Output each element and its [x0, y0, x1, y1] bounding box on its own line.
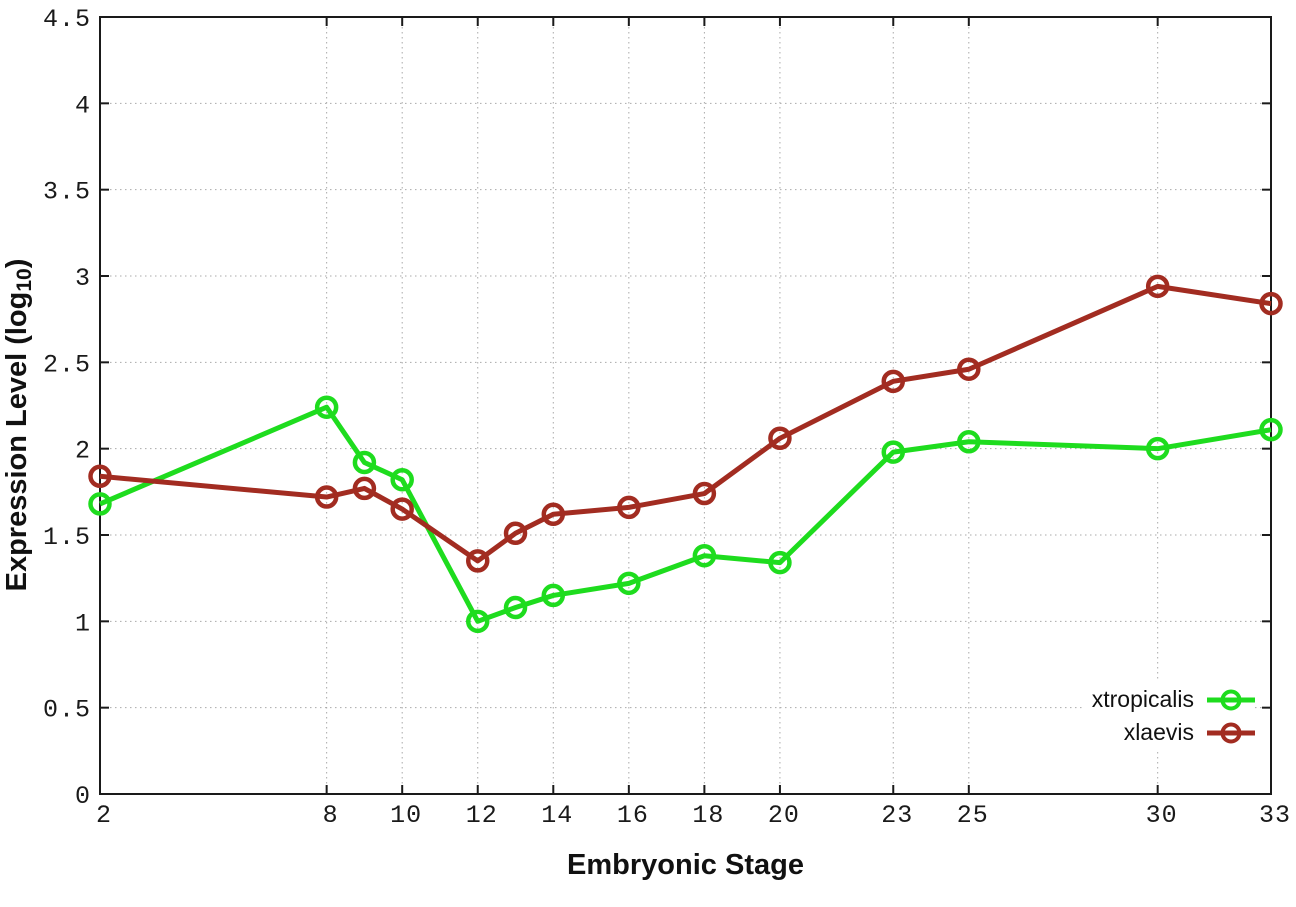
y-tick-label: 1 [75, 609, 91, 638]
y-tick-label: 2.5 [43, 350, 91, 379]
data-point-xtropicalis [352, 450, 377, 475]
data-point-xtropicalis [1259, 417, 1283, 442]
x-tick-label: 10 [390, 801, 422, 830]
x-tick-label: 30 [1146, 801, 1178, 830]
x-tick-label: 2 [96, 801, 112, 830]
x-tick-label: 14 [541, 801, 573, 830]
data-point-xlaevis [1259, 291, 1283, 316]
data-point-xtropicalis [465, 609, 490, 634]
data-point-xlaevis [503, 521, 528, 546]
data-point-xtropicalis [881, 440, 906, 464]
data-point-xtropicalis [314, 395, 339, 419]
data-point-xlaevis [768, 426, 792, 451]
y-tick-label: 4.5 [43, 5, 91, 34]
data-point-xtropicalis [692, 543, 717, 568]
series-line-xtropicalis [99, 404, 1272, 624]
data-point-xtropicalis [1145, 436, 1170, 461]
data-point-xlaevis [465, 549, 490, 573]
y-tick-label: 3 [75, 264, 91, 293]
data-point-xtropicalis [957, 430, 981, 454]
data-point-xlaevis [390, 497, 414, 521]
series-line-xlaevis [99, 283, 1272, 564]
y-tick-label: 2 [75, 437, 91, 466]
x-tick-label: 16 [617, 801, 649, 830]
x-axis-label: Embryonic Stage [567, 849, 804, 881]
data-point-xtropicalis [768, 550, 792, 575]
data-point-xtropicalis [617, 571, 641, 596]
data-point-xlaevis [88, 464, 112, 489]
data-point-xlaevis [352, 476, 377, 501]
legend-marker-icon [1220, 722, 1242, 743]
y-axis-label-text: Expression Level (log [1, 291, 33, 592]
legend-row-xlaevis: xlaevis [1092, 716, 1255, 749]
data-point-xlaevis [617, 495, 641, 520]
x-tick-label: 8 [323, 801, 339, 830]
data-point-xlaevis [881, 369, 906, 394]
data-point-xlaevis [314, 485, 339, 509]
x-tick-label: 18 [692, 801, 724, 830]
legend: xtropicalis xlaevis [1081, 681, 1255, 751]
y-axis-label-close: ) [1, 258, 33, 269]
legend-sample-xlaevis [1207, 720, 1255, 746]
x-tick-label: 23 [881, 801, 913, 830]
y-tick-label: 1.5 [43, 523, 91, 552]
legend-label-xlaevis: xlaevis [1123, 719, 1194, 745]
data-point-xlaevis [1145, 274, 1170, 299]
legend-marker-icon [1220, 689, 1242, 710]
data-point-xtropicalis [88, 492, 112, 516]
data-point-xlaevis [541, 502, 566, 527]
y-tick-label: 3.5 [43, 178, 91, 207]
data-point-xtropicalis [390, 467, 414, 492]
legend-label-xtropicalis: xtropicalis [1091, 686, 1194, 712]
data-point-xlaevis [692, 481, 717, 506]
y-tick-label: 4 [75, 91, 91, 120]
y-axis-label-subscript: 10 [13, 268, 36, 292]
y-tick-label: 0.5 [43, 696, 91, 725]
plot-border [99, 16, 1272, 795]
x-tick-label: 25 [957, 801, 989, 830]
x-tick-label: 33 [1259, 801, 1291, 830]
data-point-xtropicalis [503, 595, 528, 620]
data-point-xlaevis [957, 357, 981, 381]
x-tick-label: 12 [466, 801, 498, 830]
data-point-xtropicalis [541, 583, 566, 608]
legend-row-xtropicalis: xtropicalis [1092, 683, 1255, 716]
y-axis-label: Expression Level (log10) [1, 259, 37, 592]
legend-sample-xtropicalis [1207, 687, 1255, 713]
x-tick-label: 20 [768, 801, 800, 830]
y-tick-label: 0 [75, 782, 91, 811]
